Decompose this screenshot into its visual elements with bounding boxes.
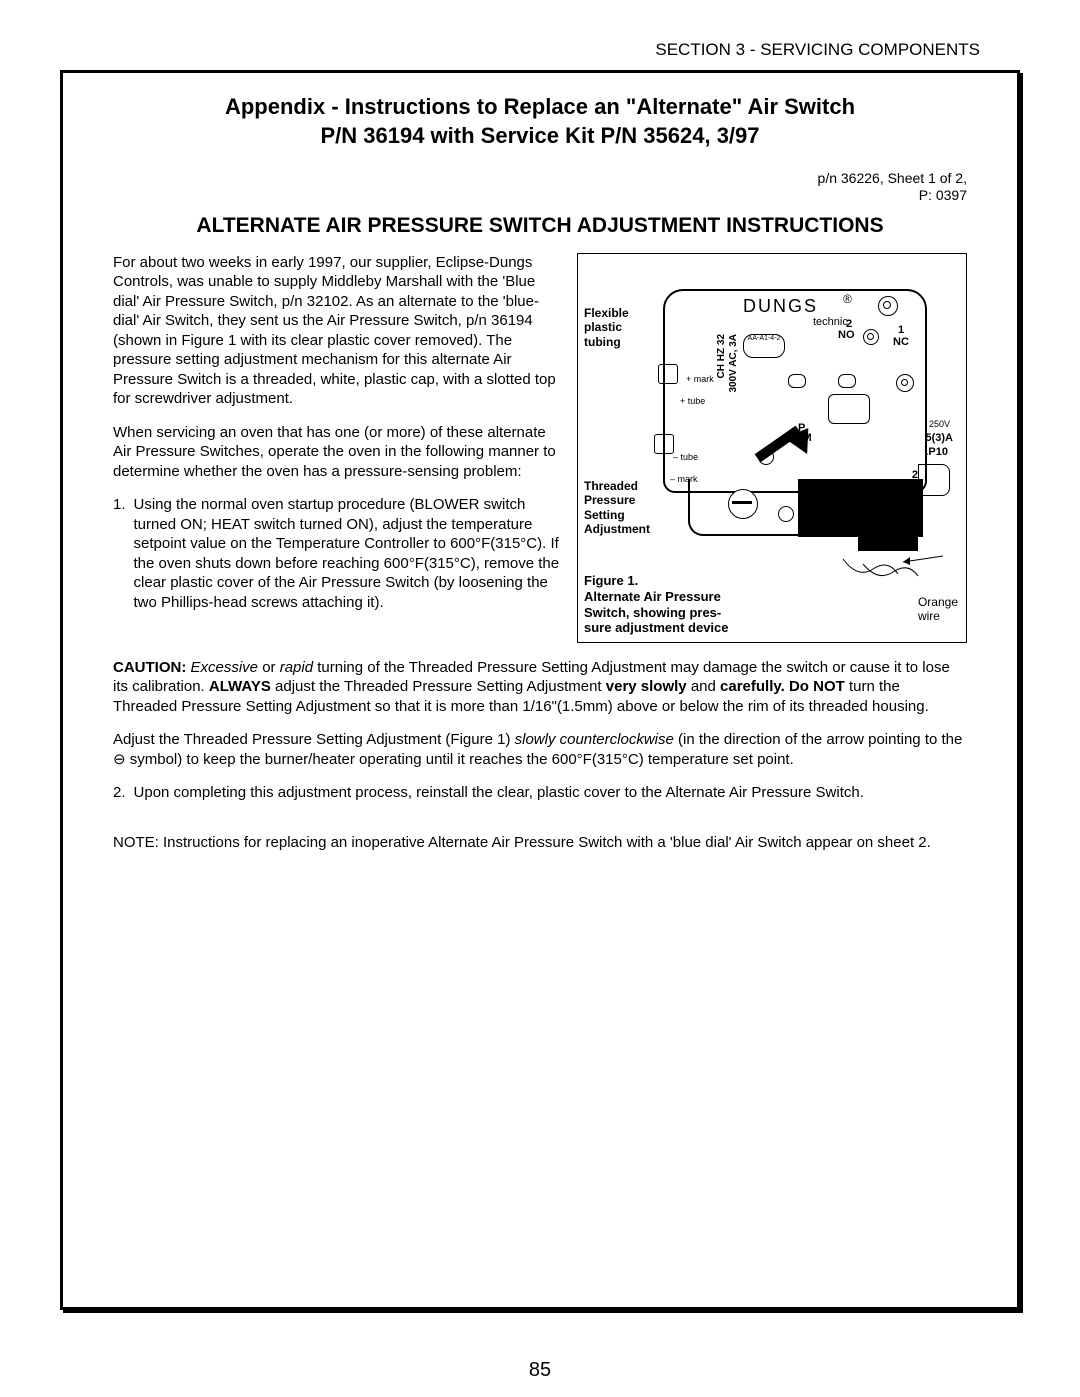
reg-mark: ® bbox=[843, 292, 852, 306]
black-block-2 bbox=[858, 529, 918, 551]
term-1: 1 bbox=[898, 324, 904, 336]
hole-top-right bbox=[878, 296, 898, 316]
figure-caption: Figure 1. Alternate Air PressureSwitch, … bbox=[584, 573, 729, 635]
two-column-layout: For about two weeks in early 1997, our s… bbox=[113, 253, 967, 643]
plus-tube: + tube bbox=[680, 396, 705, 406]
caution-em2: rapid bbox=[280, 659, 313, 676]
technic-label: technic bbox=[813, 316, 848, 328]
appendix-title: Appendix - Instructions to Replace an "A… bbox=[113, 93, 967, 150]
caution-em1: Excessive bbox=[191, 659, 259, 676]
main-heading: ALTERNATE AIR PRESSURE SWITCH ADJUSTMENT… bbox=[113, 214, 967, 238]
connector bbox=[918, 464, 950, 496]
appendix-title-line2: P/N 36194 with Service Kit P/N 35624, 3/… bbox=[320, 123, 759, 148]
caution-paragraph: CAUTION: Excessive or rapid turning of t… bbox=[113, 658, 967, 717]
minus-tube: – tube bbox=[673, 452, 698, 462]
p10-label: .P10 bbox=[925, 446, 948, 458]
hz-label: CH HZ 32 bbox=[716, 334, 727, 378]
orange-wire-label: Orange wire bbox=[918, 595, 958, 624]
pn-line2: P: 0397 bbox=[919, 187, 967, 203]
ac-label: 300V AC, 3A bbox=[728, 334, 739, 393]
content-box: Appendix - Instructions to Replace an "A… bbox=[60, 70, 1020, 1310]
term-no: NO bbox=[838, 329, 855, 341]
note-paragraph: NOTE: Instructions for replacing an inop… bbox=[113, 833, 967, 853]
appendix-title-line1: Appendix - Instructions to Replace an "A… bbox=[225, 94, 855, 119]
wire-svg bbox=[838, 554, 948, 594]
inner-rect bbox=[828, 394, 870, 424]
pn-line1: p/n 36226, Sheet 1 of 2, bbox=[818, 170, 967, 186]
page-container: SECTION 3 - SERVICING COMPONENTS Appendi… bbox=[0, 0, 1080, 1397]
device-body bbox=[663, 289, 927, 493]
threaded-cap bbox=[728, 489, 758, 519]
step-2: 2. Upon completing this adjustment proce… bbox=[113, 783, 967, 803]
body-text: CAUTION: Excessive or rapid turning of t… bbox=[113, 658, 967, 853]
hole-3 bbox=[896, 374, 914, 392]
step-2-number: 2. bbox=[113, 783, 126, 803]
paragraph-1: For about two weeks in early 1997, our s… bbox=[113, 253, 562, 409]
step-1-text: Using the normal oven startup procedure … bbox=[134, 495, 562, 612]
aa-rect: AA-A1-4-2 bbox=[743, 334, 785, 358]
paragraph-2: When servicing an oven that has one (or … bbox=[113, 423, 562, 482]
figure-subtitle: Alternate Air PressureSwitch, showing pr… bbox=[584, 589, 729, 635]
section-header: SECTION 3 - SERVICING COMPONENTS bbox=[60, 40, 1020, 60]
figure-1: Flexibleplastictubing ThreadedPressureSe… bbox=[577, 253, 967, 643]
left-column: For about two weeks in early 1997, our s… bbox=[113, 253, 562, 643]
tube-top bbox=[658, 364, 678, 384]
step-1: 1. Using the normal oven startup procedu… bbox=[113, 495, 562, 612]
adjust-paragraph: Adjust the Threaded Pressure Setting Adj… bbox=[113, 730, 967, 769]
oval-2 bbox=[838, 374, 856, 388]
a53-label: 5(3)A bbox=[925, 432, 953, 444]
step-2-text: Upon completing this adjustment process,… bbox=[134, 783, 864, 803]
caution-label: CAUTION: bbox=[113, 659, 186, 676]
dungs-logo: DUNGS bbox=[743, 296, 818, 317]
hole-bot bbox=[778, 506, 794, 522]
figure-title: Figure 1. bbox=[584, 573, 638, 588]
flexible-tubing-label: Flexibleplastictubing bbox=[584, 306, 629, 349]
term-nc: NC bbox=[893, 336, 909, 348]
oval-1 bbox=[788, 374, 806, 388]
page-number: 85 bbox=[529, 1359, 551, 1382]
v250-label: 250V bbox=[929, 419, 950, 429]
tube-bot bbox=[654, 434, 674, 454]
plus-mark: + mark bbox=[686, 374, 714, 384]
step-1-number: 1. bbox=[113, 495, 126, 612]
hole-2 bbox=[863, 329, 879, 345]
device-diagram: DUNGS ® technic 2 NO 1 bbox=[638, 274, 948, 584]
part-number-info: p/n 36226, Sheet 1 of 2, P: 0397 bbox=[113, 170, 967, 204]
minus-mark: – mark bbox=[670, 474, 698, 484]
